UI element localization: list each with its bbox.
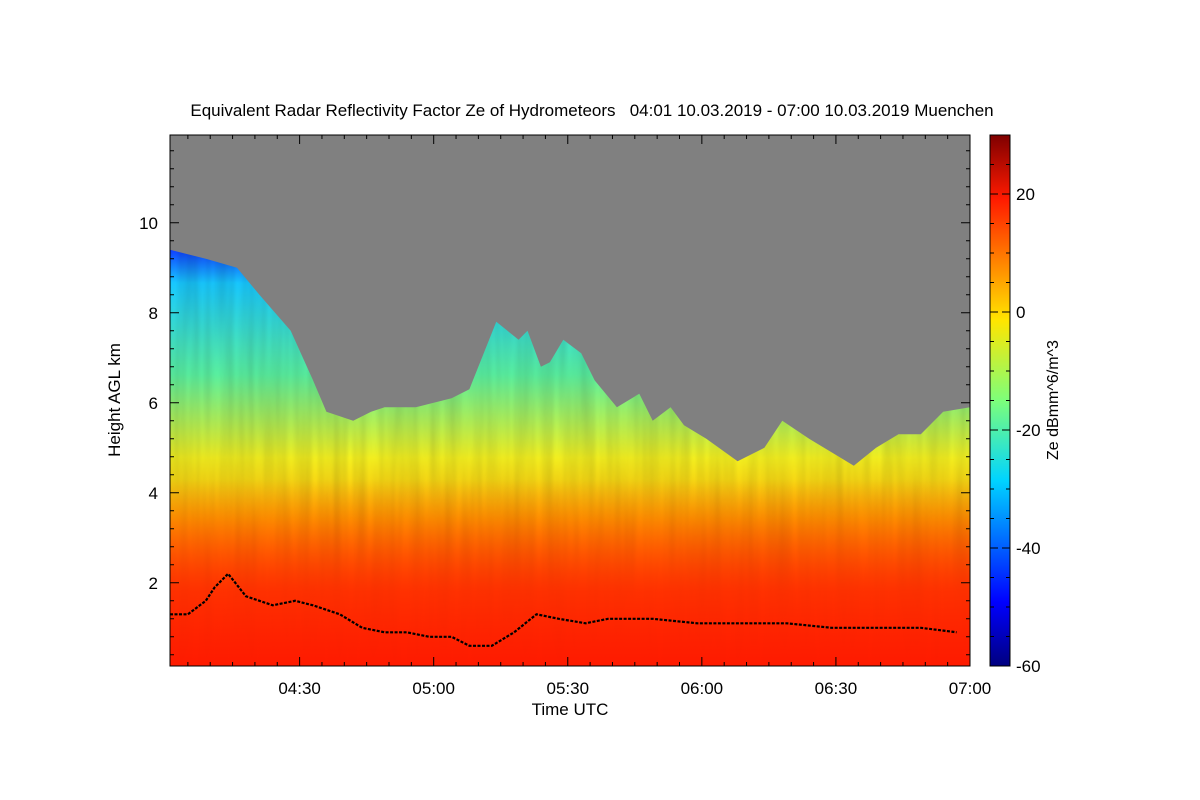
y-tick-label: 10: [139, 214, 158, 233]
low-reflectivity-band: [170, 479, 970, 666]
y-tick-label: 6: [149, 394, 158, 413]
colorbar-axis: -60 -40 -20 0 20: [990, 134, 1041, 676]
x-tick-label: 07:00: [949, 679, 992, 698]
y-tick-label: 8: [149, 304, 158, 323]
x-tick-label: 05:00: [412, 679, 455, 698]
x-tick-label: 06:00: [681, 679, 724, 698]
x-tick-label: 05:30: [546, 679, 589, 698]
plot-frame: [169, 134, 971, 667]
colorbar-label: Ze dBmm^6/m^3: [1045, 340, 1062, 460]
plot-area: [170, 135, 970, 666]
melting-layer-line: [170, 572, 957, 647]
colorbar-tick-label: -20: [1016, 421, 1041, 440]
y-axis: 2 4 6 8 10: [139, 150, 970, 656]
colorbar-tick-label: 0: [1016, 303, 1025, 322]
y-axis-label: Height AGL km: [105, 343, 124, 457]
y-tick-label: 4: [149, 484, 158, 503]
x-axis: 04:30 05:00 05:30 06:00 06:30 07:00: [187, 135, 992, 698]
x-axis-label: Time UTC: [532, 700, 609, 719]
colorbar-tick-label: -40: [1016, 539, 1041, 558]
colorbar-tick-label: -60: [1016, 657, 1041, 676]
chart-title: Equivalent Radar Reflectivity Factor Ze …: [190, 101, 993, 120]
colorbar-tick-label: 20: [1016, 185, 1035, 204]
y-tick-label: 2: [149, 574, 158, 593]
x-tick-label: 04:30: [278, 679, 321, 698]
x-tick-label: 06:30: [815, 679, 858, 698]
